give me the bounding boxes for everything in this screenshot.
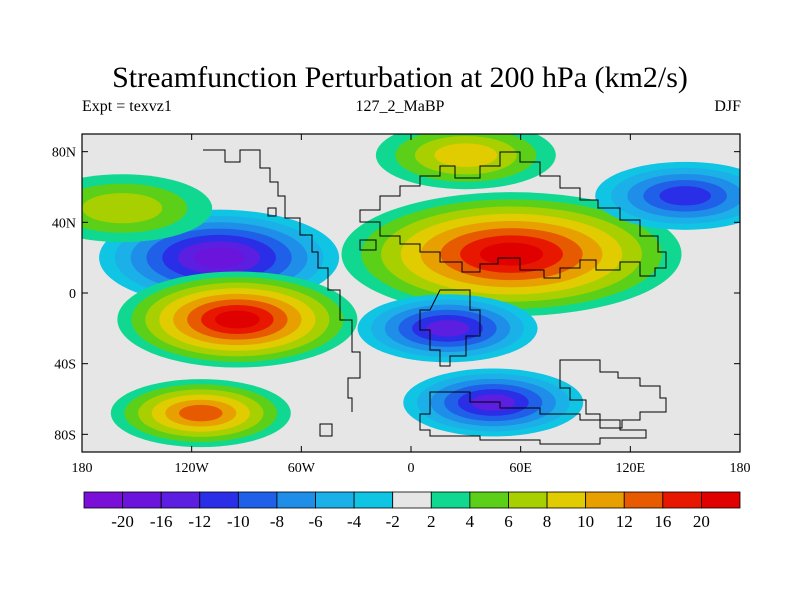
- colorbar-box: [585, 491, 625, 509]
- colorbar-box: [315, 491, 355, 509]
- colorbar-box: [83, 491, 123, 509]
- colorbar-label: 6: [504, 512, 513, 531]
- contour-band: [193, 247, 245, 268]
- contour-feature: [595, 161, 740, 230]
- colorbar-label: 4: [466, 512, 475, 531]
- colorbar-label: 20: [693, 512, 710, 531]
- colorbar-box: [122, 491, 162, 509]
- x-tick-label: 60W: [288, 461, 316, 476]
- x-tick-label: 0: [408, 461, 415, 476]
- colorbar-box: [546, 491, 587, 509]
- contour-band: [425, 320, 470, 337]
- colorbar-box: [160, 491, 201, 509]
- colorbar-label: 10: [577, 512, 594, 531]
- map-area: [82, 134, 740, 452]
- colorbar-label: -16: [150, 512, 173, 531]
- y-tick-label: 40N: [52, 216, 76, 231]
- x-axis: 180 120W 60W 0 60E 120E 180: [72, 134, 751, 476]
- colorbar-label: -10: [227, 512, 250, 531]
- season-label: DJF: [714, 98, 741, 115]
- contour-feature: [110, 379, 291, 448]
- contour-band: [659, 186, 711, 206]
- contour-band: [82, 193, 163, 224]
- colorbar-box: [199, 491, 239, 509]
- x-tick-label: 60E: [509, 461, 532, 476]
- y-tick-label: 80N: [52, 146, 76, 161]
- colorbar-box: [623, 491, 664, 509]
- colorbar-label: -2: [386, 512, 400, 531]
- coastline-outline: [203, 149, 667, 445]
- x-tick-label: 180: [72, 461, 93, 476]
- colorbar-label: 16: [654, 512, 671, 531]
- y-tick-label: 80S: [54, 428, 76, 443]
- experiment-label: Expt = texvz1: [82, 98, 172, 115]
- colorbar-box: [237, 491, 278, 509]
- chart-title: Streamfunction Perturbation at 200 hPa (…: [112, 61, 688, 94]
- colorbar-box: [276, 491, 316, 509]
- colorbar-label: -8: [270, 512, 284, 531]
- colorbar-labels: -20 -16 -12 -10 -8 -6 -4 -2 2 4 6 8 10 12 16 20: [111, 512, 710, 531]
- x-tick-label: 180: [730, 461, 751, 476]
- colorbar-label: -6: [308, 512, 322, 531]
- colorbar-box: [701, 491, 741, 509]
- colorbar-box: [508, 491, 548, 509]
- colorbar-label: -20: [111, 512, 134, 531]
- contour-band: [434, 143, 498, 168]
- contour-band: [471, 394, 516, 411]
- y-axis: 80N 40N 0 40S 80S: [52, 146, 740, 443]
- colorbar-box: [392, 491, 432, 509]
- colorbar-label: 8: [543, 512, 552, 531]
- colorbar-boxes: [83, 491, 741, 509]
- case-label: 127_2_MaBP: [355, 98, 445, 115]
- colorbar-label: -4: [347, 512, 362, 531]
- colorbar-box: [430, 491, 471, 509]
- contour-feature: [82, 174, 213, 243]
- y-tick-label: 40S: [54, 358, 76, 373]
- colorbar-box: [469, 491, 509, 509]
- contour-feature: [341, 192, 682, 317]
- colorbar-box: [353, 491, 394, 509]
- contour-band: [178, 404, 223, 422]
- contour-feature: [375, 134, 556, 190]
- y-tick-label: 0: [69, 287, 76, 302]
- x-tick-label: 120E: [616, 461, 646, 476]
- contour-band: [215, 310, 260, 329]
- contour-band: [479, 242, 544, 266]
- colorbar-label: -12: [188, 512, 211, 531]
- colorbar-label: 12: [616, 512, 633, 531]
- contour-fill-layer: [82, 134, 740, 448]
- colorbar-label: 2: [427, 512, 436, 531]
- colorbar-box: [662, 491, 702, 509]
- x-tick-label: 120W: [175, 461, 210, 476]
- contour-feature: [403, 368, 584, 437]
- contour-feature: [357, 294, 538, 363]
- contour-feature: [117, 271, 358, 368]
